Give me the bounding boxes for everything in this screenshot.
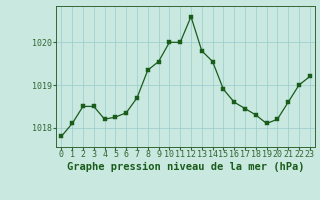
X-axis label: Graphe pression niveau de la mer (hPa): Graphe pression niveau de la mer (hPa) bbox=[67, 162, 304, 172]
